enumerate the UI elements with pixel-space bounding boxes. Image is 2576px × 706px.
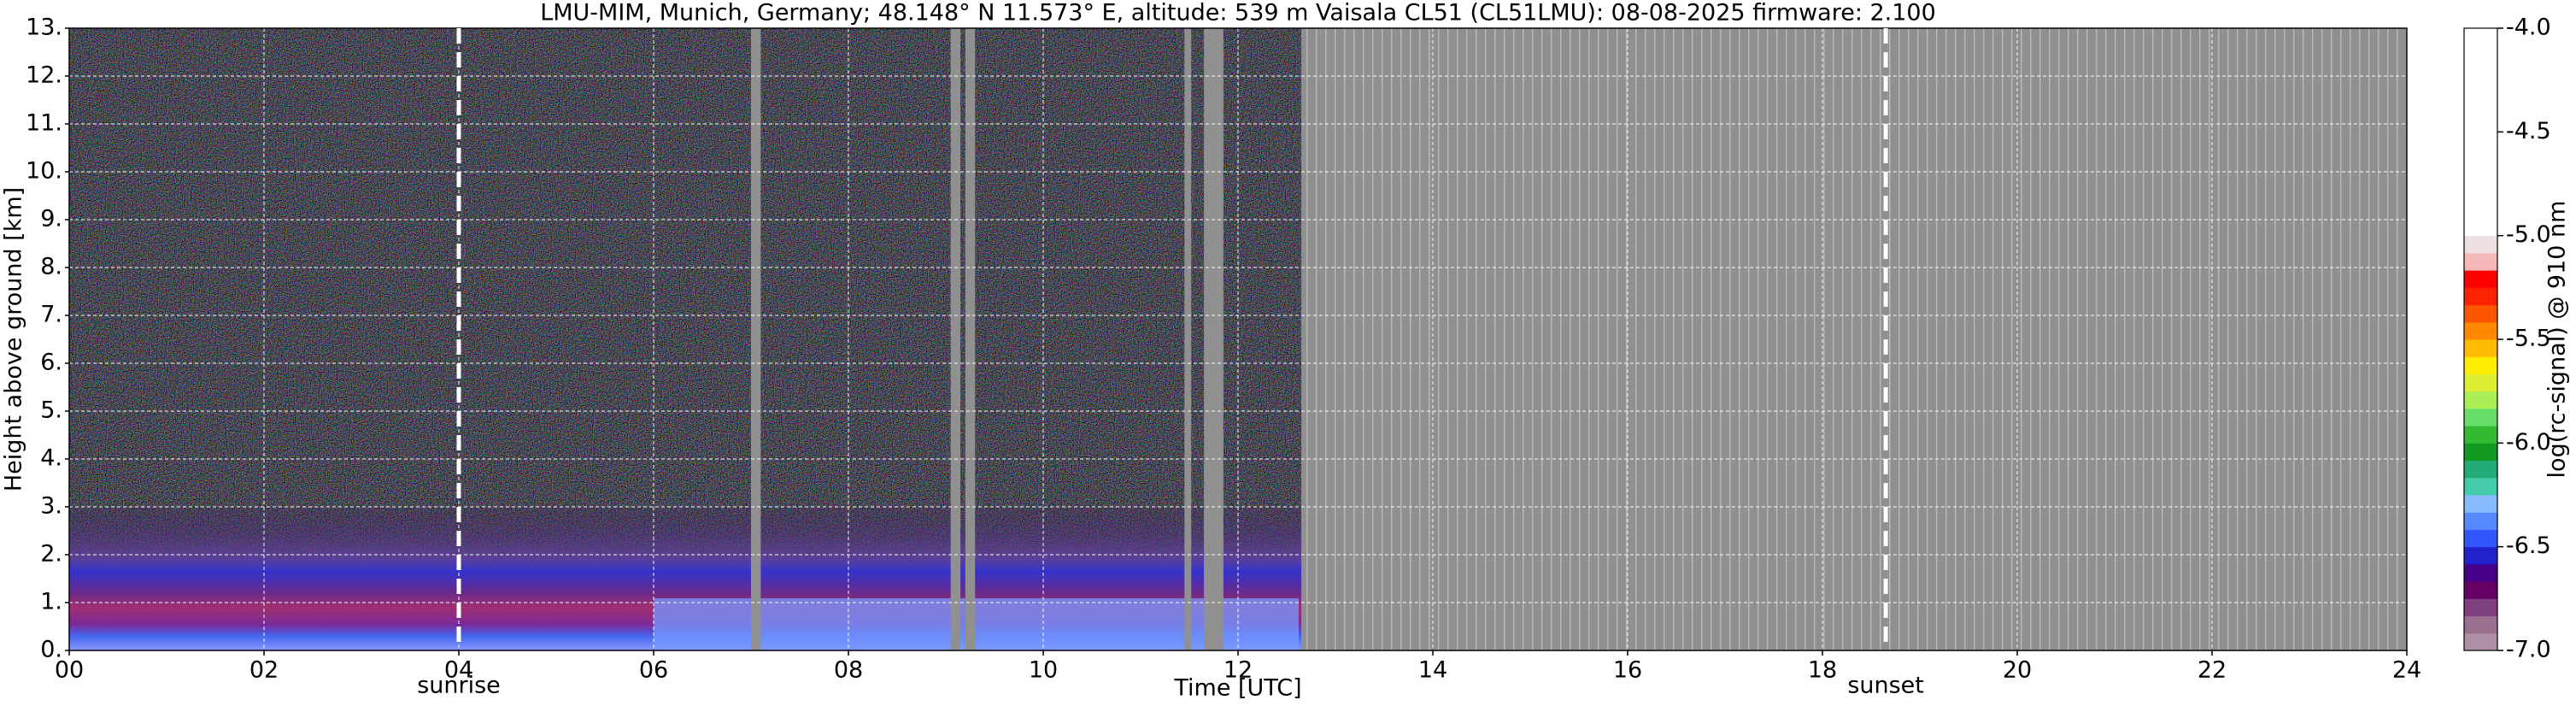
x-tick-label: 18: [1808, 657, 1837, 684]
colorbar-tick-label: -4.0: [2506, 15, 2551, 41]
missing-data: [751, 28, 761, 650]
y-tick-label: 8.: [40, 254, 62, 280]
y-tick-label: 4.: [40, 445, 62, 472]
colorbar-swatch: [2464, 615, 2497, 634]
x-tick-label: 20: [2003, 657, 2032, 684]
colorbar-swatch: [2464, 45, 2497, 63]
x-tick-label: 16: [1613, 657, 1642, 684]
colorbar-swatch: [2464, 460, 2497, 479]
colorbar-tick-label: -5.5: [2506, 326, 2551, 352]
y-tick-label: 3.: [40, 493, 62, 520]
y-axis-label: Height above ground [km]: [1, 187, 27, 491]
colorbar-swatch: [2464, 563, 2497, 582]
x-tick-label: 02: [249, 657, 279, 684]
x-tick-label: 04: [444, 657, 473, 684]
y-tick-label: 10.: [26, 158, 62, 185]
y-tick-label: 9.: [40, 206, 62, 232]
colorbar-swatch: [2464, 391, 2497, 409]
x-tick-label: 08: [834, 657, 863, 684]
colorbar-swatch: [2464, 512, 2497, 530]
colorbar-swatch: [2464, 443, 2497, 462]
x-tick-label: 06: [639, 657, 668, 684]
colorbar-swatch: [2464, 270, 2497, 288]
colorbar-swatch: [2464, 321, 2497, 340]
colorbar-swatch: [2464, 339, 2497, 357]
annotation-label: sunset: [1847, 673, 1924, 699]
missing-data: [1301, 28, 2407, 650]
colorbar-swatch: [2464, 166, 2497, 185]
y-tick-label: 7.: [40, 302, 62, 328]
y-tick-label: 5.: [40, 397, 62, 424]
y-tick-label: 0.: [40, 637, 62, 663]
colorbar-tick-label: -4.5: [2506, 118, 2551, 144]
colorbar-swatch: [2464, 408, 2497, 427]
colorbar-swatch: [2464, 495, 2497, 513]
colorbar-swatch: [2464, 356, 2497, 374]
colorbar-swatch: [2464, 252, 2497, 271]
colorbar-swatch: [2464, 546, 2497, 565]
x-tick-label: 22: [2198, 657, 2227, 684]
y-tick-label: 11.: [26, 110, 62, 137]
colorbar-swatch: [2464, 115, 2497, 132]
missing-data: [1204, 28, 1223, 650]
y-tick-label: 12.: [26, 62, 62, 89]
colorbar-tick-label: -6.0: [2506, 429, 2551, 456]
y-tick-label: 13.: [26, 15, 62, 41]
x-tick-label: 14: [1418, 657, 1447, 684]
x-tick-label: 12: [1223, 657, 1253, 684]
x-tick-label: 24: [2392, 657, 2421, 684]
colorbar-swatch: [2464, 477, 2497, 496]
colorbar-swatch: [2464, 132, 2497, 150]
y-tick-label: 6.: [40, 350, 62, 376]
colorbar-swatch: [2464, 426, 2497, 444]
y-tick-label: 1.: [40, 589, 62, 615]
colorbar-swatch: [2464, 598, 2497, 617]
colorbar-tick-label: -7.0: [2506, 637, 2551, 663]
chart-title: LMU-MIM, Munich, Germany; 48.148° N 11.5…: [540, 0, 1936, 26]
colorbar-swatch: [2464, 79, 2497, 98]
missing-data: [950, 28, 961, 650]
colorbar-swatch: [2464, 218, 2497, 237]
colorbar-swatch: [2464, 149, 2497, 168]
colorbar-tick-label: -5.0: [2506, 221, 2551, 248]
annotation-label: sunrise: [417, 673, 501, 699]
x-tick-label: 00: [55, 657, 84, 684]
colorbar-swatch: [2464, 201, 2497, 219]
colorbar-swatch: [2464, 287, 2497, 306]
colorbar-swatch: [2464, 184, 2497, 202]
colorbar-swatch: [2464, 581, 2497, 599]
colorbar-swatch: [2464, 97, 2497, 115]
x-tick-label: 10: [1029, 657, 1058, 684]
missing-data: [1184, 28, 1192, 650]
missing-data: [965, 28, 976, 650]
colorbar-swatch: [2464, 632, 2497, 651]
colorbar-swatch: [2464, 374, 2497, 392]
colorbar-swatch: [2464, 529, 2497, 548]
colorbar-swatch: [2464, 62, 2497, 81]
colorbar-label: log(rc-signal) @ 910 nm: [2544, 201, 2571, 479]
y-tick-label: 2.: [40, 541, 62, 568]
colorbar-swatch: [2464, 235, 2497, 254]
colorbar-tick-label: -6.5: [2506, 532, 2551, 559]
x-axis-label: Time [UTC]: [1173, 675, 1301, 702]
colorbar-swatch: [2464, 304, 2497, 323]
colorbar-swatch: [2464, 28, 2497, 46]
